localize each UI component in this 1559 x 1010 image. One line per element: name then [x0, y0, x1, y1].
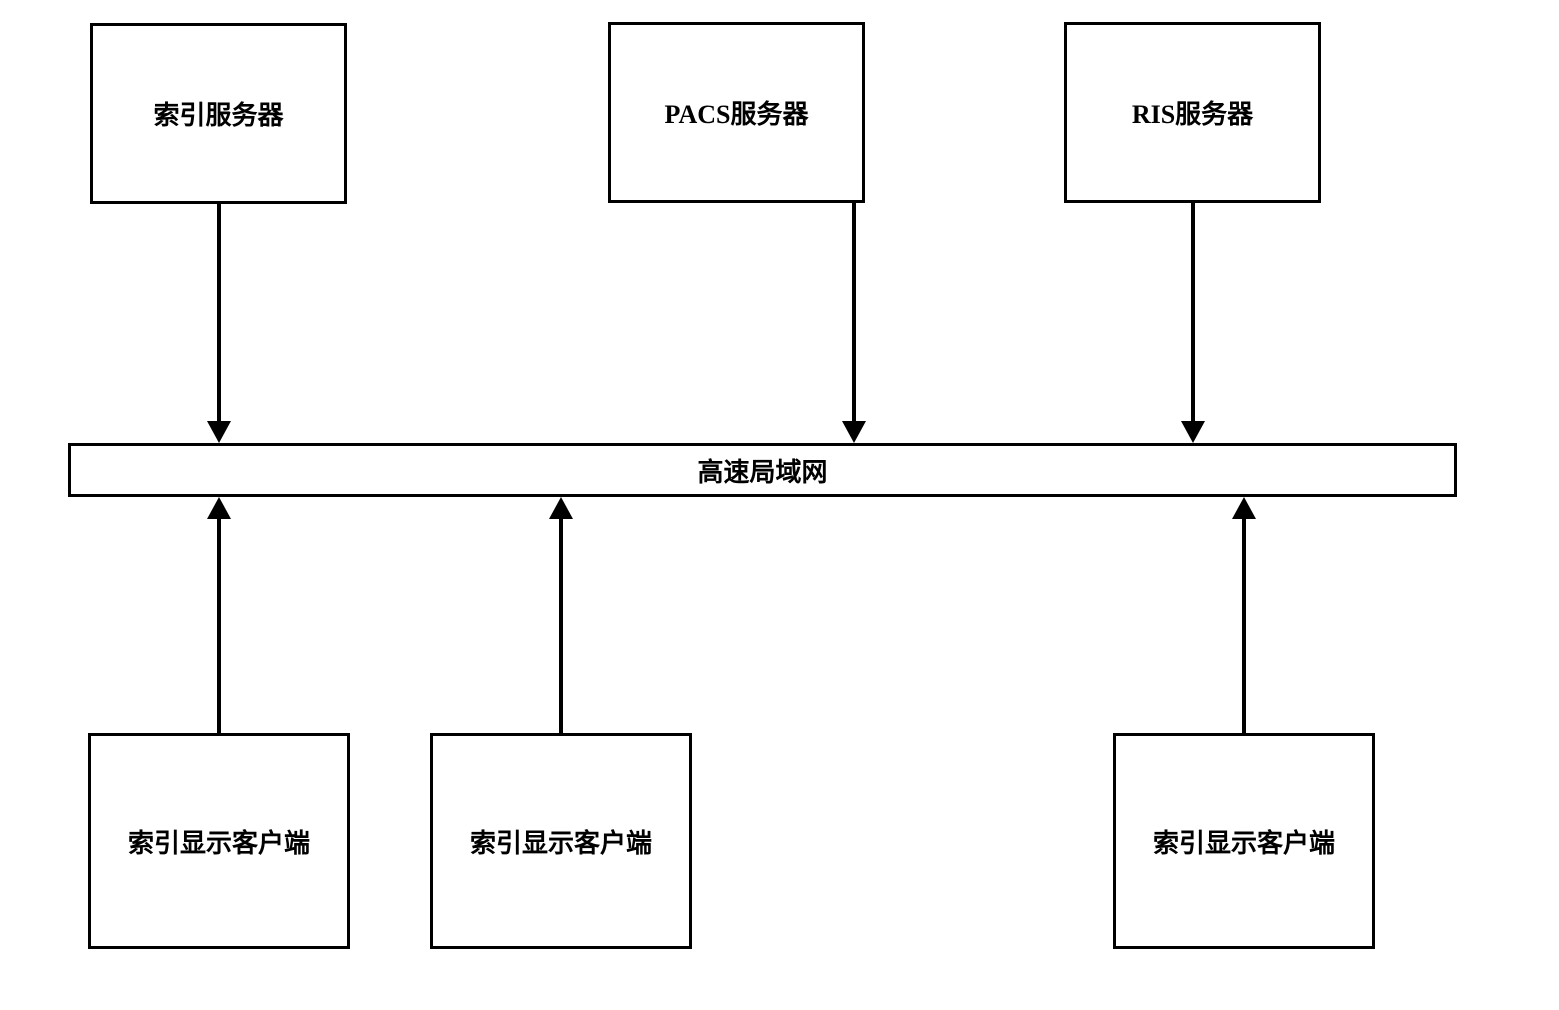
lan-node: 高速局域网 — [68, 443, 1457, 497]
client2-label: 索引显示客户端 — [470, 823, 652, 860]
ris-server-node: RIS服务器 — [1064, 22, 1321, 203]
index-server-node: 索引服务器 — [90, 23, 347, 204]
client3-node: 索引显示客户端 — [1113, 733, 1375, 949]
pacs-server-label: PACS服务器 — [665, 94, 809, 131]
index-server-label: 索引服务器 — [153, 95, 283, 132]
arrow-pacs-to-lan — [852, 203, 856, 421]
arrow-ris-to-lan — [1191, 203, 1195, 421]
pacs-server-node: PACS服务器 — [608, 22, 865, 203]
client3-label: 索引显示客户端 — [1153, 823, 1335, 860]
network-diagram: 索引服务器 PACS服务器 RIS服务器 高速局域网 索引显示客户端 索引显示客… — [0, 0, 1559, 1010]
lan-label: 高速局域网 — [697, 452, 827, 489]
arrow-index-to-lan — [217, 204, 221, 421]
client1-label: 索引显示客户端 — [128, 823, 310, 860]
client2-node: 索引显示客户端 — [430, 733, 692, 949]
ris-server-label: RIS服务器 — [1132, 94, 1253, 131]
client1-node: 索引显示客户端 — [88, 733, 350, 949]
